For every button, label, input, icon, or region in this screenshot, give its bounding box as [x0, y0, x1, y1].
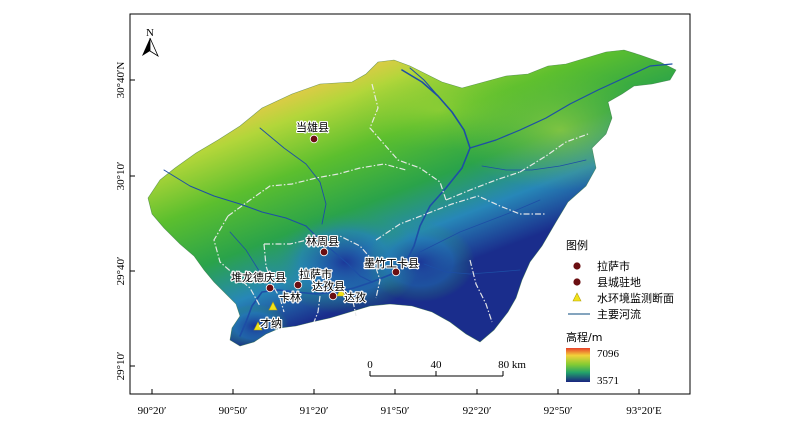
y-tick-label: 29°10′ [115, 352, 127, 381]
north-arrow-icon [142, 38, 150, 56]
legend-county-symbol [573, 278, 581, 286]
county-marker [328, 291, 338, 301]
x-axis-labels: 90°20′ 90°50′ 91°20′ 91°50′ 92°20′ 92°50… [138, 405, 662, 417]
river-branch-c [229, 231, 267, 283]
place-label: 达孜 [344, 290, 366, 304]
scale-label: 80 km [498, 359, 526, 371]
x-tick-label: 92°50′ [544, 405, 573, 417]
north-arrow-icon-half [149, 37, 159, 58]
river-branch-d [481, 159, 587, 171]
river-branch-a [419, 199, 541, 253]
elevation-ramp [566, 348, 590, 382]
x-tick-label: 91°50′ [381, 405, 410, 417]
scale-label: 40 [431, 359, 443, 371]
elevation-max: 7096 [597, 348, 620, 360]
elevation-min: 3571 [597, 375, 619, 387]
county-marker [319, 247, 329, 257]
station-marker [268, 301, 278, 311]
place-label: 卡林 [279, 290, 301, 304]
county-marker [391, 267, 401, 277]
scale-label: 0 [367, 359, 373, 371]
place-labels: 当雄县 林周县 墨竹工卡县 堆龙德庆县 拉萨市 达孜县 达孜 卡林 才纳 [230, 119, 420, 331]
place-label: 堆龙德庆县 [231, 270, 286, 284]
legend-title: 图例 [566, 238, 588, 252]
y-tick-label: 30°40′N [115, 62, 127, 99]
river-east [469, 63, 673, 149]
place-label: 拉萨市 [299, 267, 332, 281]
county-marker [265, 283, 275, 293]
river-west [163, 169, 307, 227]
y-tick-label: 29°40′ [115, 257, 127, 286]
legend-station-symbol [572, 292, 582, 302]
north-label: N [146, 27, 154, 39]
settlements [265, 134, 401, 301]
river-branch-b [423, 263, 521, 275]
legend-city-symbol [573, 262, 581, 270]
legend-item-label: 水环境监测断面 [597, 291, 674, 305]
place-label: 达孜县 [312, 279, 345, 293]
county-marker [309, 134, 319, 144]
y-axis-labels: 30°40′N 30°10′ 29°40′ 29°10′ [115, 62, 127, 381]
legend: 图例 拉萨市 县城驻地 水环境监测断面 主要河流 高程/m 7096 3571 [566, 238, 674, 387]
x-tick-label: 90°20′ [138, 405, 167, 417]
x-tick-label: 93°20′E [626, 405, 662, 417]
rivers [163, 63, 673, 337]
station-marker [253, 321, 263, 331]
elevation-title: 高程/m [566, 330, 602, 344]
scale-bar: 0 40 80 km [367, 359, 526, 377]
legend-item-label: 拉萨市 [597, 259, 630, 273]
county-boundaries [213, 83, 589, 323]
x-tick-label: 92°20′ [463, 405, 492, 417]
city-marker [293, 280, 303, 290]
x-tick-label: 91°20′ [300, 405, 329, 417]
river-north [409, 67, 439, 97]
place-label: 才纳 [260, 316, 282, 330]
map-frame [129, 13, 691, 395]
x-tick-label: 90°50′ [219, 405, 248, 417]
station-marker [336, 287, 346, 297]
monitoring-stations [253, 287, 346, 331]
river-dangxiong [259, 127, 327, 225]
place-label: 墨竹工卡县 [364, 256, 419, 270]
tick-marks [130, 79, 640, 394]
y-tick-label: 30°10′ [115, 162, 127, 191]
legend-item-label: 县城驻地 [597, 275, 641, 289]
legend-item-label: 主要河流 [597, 307, 641, 321]
north-arrow: N [142, 27, 159, 58]
place-label: 林周县 [306, 234, 339, 248]
place-label: 当雄县 [296, 120, 329, 134]
